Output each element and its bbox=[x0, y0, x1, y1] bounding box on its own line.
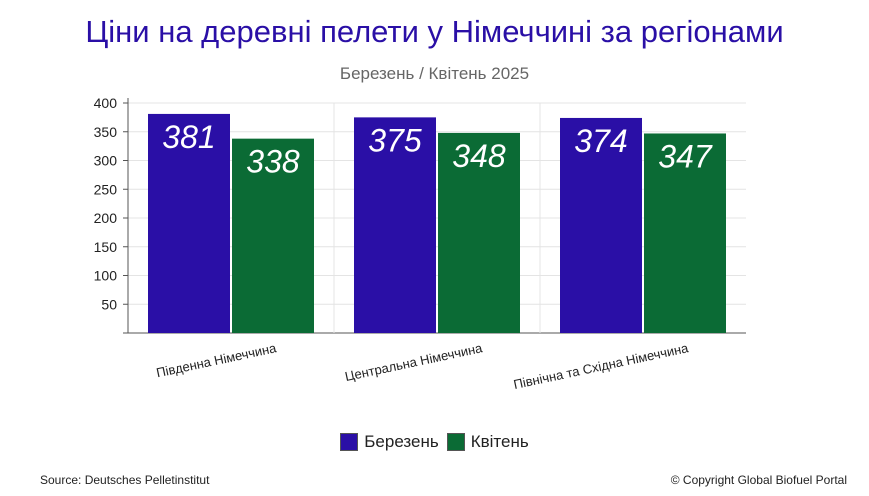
data-label: 347 bbox=[658, 138, 713, 174]
legend-swatch-march bbox=[340, 433, 359, 451]
bar bbox=[148, 113, 230, 333]
x-tick-label: Північна та Східна Німеччина bbox=[512, 340, 690, 392]
bar bbox=[560, 117, 642, 333]
y-tick-label: 250 bbox=[94, 181, 118, 197]
y-tick-label: 350 bbox=[94, 124, 118, 140]
source-note: Source: Deutsches Pelletinstitut bbox=[40, 473, 210, 487]
bar bbox=[644, 133, 726, 333]
legend-item-march[interactable]: Березень bbox=[340, 432, 439, 452]
y-tick-label: 300 bbox=[94, 153, 118, 169]
legend-swatch-april bbox=[446, 433, 465, 451]
bar-chart: 50 100 150 200 250 300 350 400 381 338 Південна Ні… bbox=[94, 95, 746, 392]
data-label: 374 bbox=[574, 123, 627, 159]
bar bbox=[438, 132, 520, 333]
copyright-note: © Copyright Global Biofuel Portal bbox=[670, 473, 847, 487]
y-tick-label: 100 bbox=[94, 268, 118, 284]
chart-title: Ціни на деревні пелети у Німеччині за ре… bbox=[85, 14, 784, 49]
legend-item-april[interactable]: Квітень bbox=[446, 432, 529, 452]
data-label: 375 bbox=[368, 122, 422, 158]
x-tick-label: Центральна Німеччина bbox=[344, 340, 485, 384]
legend-label-april: Квітень bbox=[470, 432, 529, 451]
data-label: 381 bbox=[162, 119, 215, 155]
bar bbox=[232, 138, 314, 333]
x-tick-label: Південна Німеччина bbox=[155, 340, 278, 380]
bar bbox=[354, 117, 436, 333]
y-tick-label: 200 bbox=[94, 210, 118, 226]
data-label: 348 bbox=[452, 138, 506, 174]
chart-subtitle: Березень / Квітень 2025 bbox=[339, 64, 530, 83]
y-tick-label: 150 bbox=[94, 239, 118, 255]
y-tick-label: 400 bbox=[94, 95, 118, 111]
y-tick-label: 50 bbox=[101, 296, 117, 312]
data-label: 338 bbox=[246, 144, 300, 180]
legend: Березень Квітень bbox=[0, 432, 869, 452]
legend-label-march: Березень bbox=[364, 432, 439, 451]
